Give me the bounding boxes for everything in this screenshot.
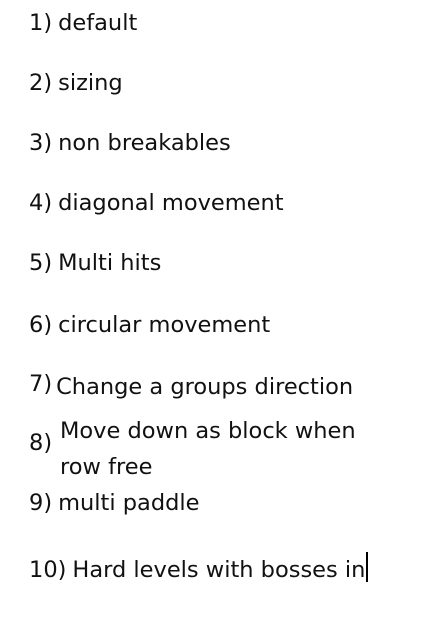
list-text: Hard levels with bosses in xyxy=(72,557,366,583)
list-number: 4) xyxy=(29,190,53,216)
list-item-1: 1) default xyxy=(29,12,137,35)
list-text: Multi hits xyxy=(58,250,162,276)
list-item-3: 3) non breakables xyxy=(29,132,231,155)
list-number: 5) xyxy=(29,250,53,276)
list-number: 3) xyxy=(29,130,53,156)
list-text: Change a groups direction xyxy=(56,374,354,400)
list-item-6: 6) circular movement xyxy=(29,314,270,337)
list-item-10: 10) Hard levels with bosses in xyxy=(29,552,368,582)
list-number: 2) xyxy=(29,70,53,96)
list-item-2: 2) sizing xyxy=(29,72,123,95)
list-item-4: 4) diagonal movement xyxy=(29,192,284,215)
list-number: 8) xyxy=(29,430,53,456)
list-text: default xyxy=(58,10,138,36)
list-number: 1) xyxy=(29,10,53,36)
list-text: circular movement xyxy=(58,312,271,338)
list-number: 7) xyxy=(29,371,53,397)
list-text: multi paddle xyxy=(58,490,200,516)
list-text-line2: row free xyxy=(60,454,153,480)
list-number: 6) xyxy=(29,312,53,338)
list-text-line1: Move down as block when xyxy=(60,418,356,444)
list-text: non breakables xyxy=(58,130,231,156)
list-text: diagonal movement xyxy=(58,190,284,216)
list-text: sizing xyxy=(58,70,123,96)
list-number: 9) xyxy=(29,490,53,516)
list-item-7: 7) Change a groups direction xyxy=(29,371,354,400)
list-item-9: 9) multi paddle xyxy=(29,492,199,515)
list-number: 10) xyxy=(29,557,67,583)
text-cursor xyxy=(366,552,368,582)
list-item-5: 5) Multi hits xyxy=(29,252,161,275)
list-item-8: 8) Move down as block when row free xyxy=(29,0,429,478)
